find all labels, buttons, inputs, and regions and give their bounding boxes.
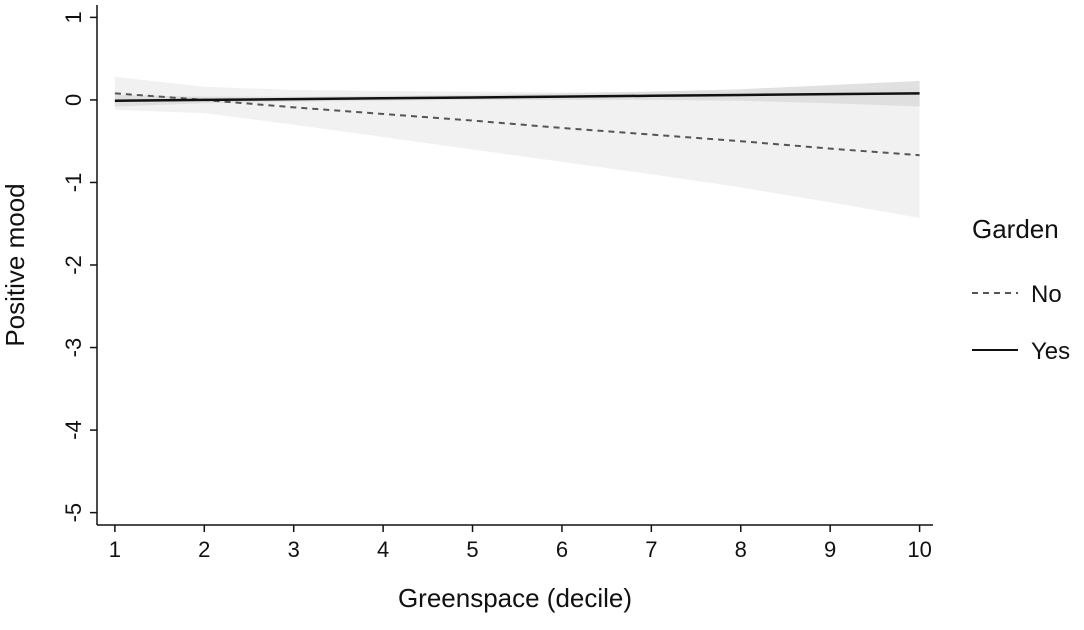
- y-tick-label: 0: [61, 94, 86, 106]
- legend-label: Yes: [1031, 338, 1070, 365]
- legend-label: No: [1031, 281, 1062, 308]
- x-axis-label: Greenspace (decile): [398, 583, 632, 613]
- x-tick-label: 1: [109, 537, 121, 562]
- y-tick-label: -4: [61, 420, 86, 440]
- x-tick-label: 2: [198, 537, 210, 562]
- line: [114, 92, 920, 102]
- x-tick-label: 8: [735, 537, 747, 562]
- y-tick-label: 1: [61, 11, 86, 23]
- line: [114, 92, 920, 157]
- y-tick-label: -5: [61, 503, 86, 523]
- y-tick-label: -2: [61, 255, 86, 275]
- x-tick-label: 9: [824, 537, 836, 562]
- x-tick-label: 10: [907, 537, 931, 562]
- x-tick-label: 6: [556, 537, 568, 562]
- legend-title: Garden: [972, 214, 1059, 244]
- y-tick-label: -3: [61, 338, 86, 358]
- y-axis-label: Positive mood: [0, 183, 30, 346]
- x-tick-label: 5: [466, 537, 478, 562]
- x-tick-label: 3: [288, 537, 300, 562]
- y-tick-label: -1: [61, 173, 86, 193]
- x-tick-label: 7: [645, 537, 657, 562]
- confidence-band: [114, 76, 920, 218]
- x-tick-label: 4: [377, 537, 389, 562]
